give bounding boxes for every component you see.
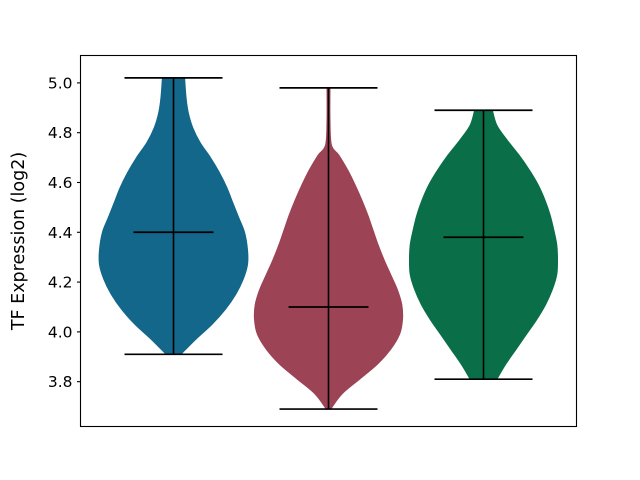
axis-layer: 3.8 4.0 4.2 4.4 4.6 4.8 5.0 TF Expression (log… bbox=[9, 54, 578, 428]
y-tick-label: 4.8 bbox=[48, 124, 73, 142]
violin-3[interactable] bbox=[408, 109, 559, 381]
violins-layer bbox=[98, 77, 559, 410]
y-tick-label: 4.2 bbox=[48, 274, 73, 292]
y-tick-label: 3.8 bbox=[48, 373, 73, 391]
axes-frame bbox=[79, 54, 578, 428]
y-tick-label: 4.0 bbox=[48, 323, 73, 341]
violin-2[interactable] bbox=[253, 87, 404, 410]
y-axis-ticks: 3.8 4.0 4.2 4.4 4.6 4.8 5.0 bbox=[48, 74, 81, 391]
y-axis-title: TF Expression (log2) bbox=[9, 152, 29, 331]
y-tick-label: 4.6 bbox=[48, 174, 73, 192]
y-tick-label: 4.4 bbox=[48, 224, 73, 242]
y-tick-label: 5.0 bbox=[48, 74, 73, 92]
violin-1[interactable] bbox=[98, 77, 249, 356]
